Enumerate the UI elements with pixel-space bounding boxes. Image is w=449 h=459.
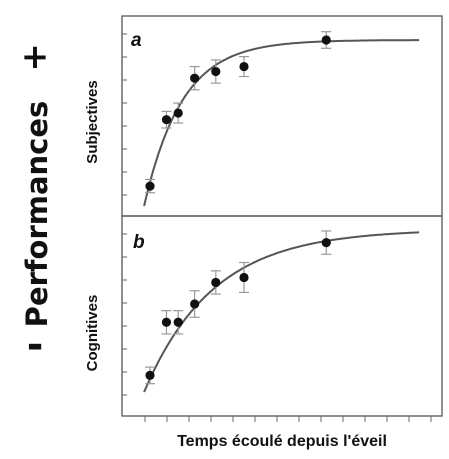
marker	[145, 370, 155, 380]
data-point-a-5	[210, 59, 221, 84]
marker	[239, 61, 249, 72]
performances-label: Performances	[20, 101, 54, 328]
panel-b: b Cognitives	[84, 215, 443, 417]
marker	[211, 277, 221, 288]
marker	[173, 108, 183, 118]
data-point-a-3	[173, 102, 184, 124]
marker	[161, 115, 172, 125]
panel-b-ticks	[122, 233, 127, 396]
panel-a-points	[145, 31, 332, 194]
data-point-a-1	[145, 178, 155, 194]
marker	[161, 317, 172, 327]
marker	[190, 299, 200, 309]
marker	[321, 35, 331, 45]
panel-b-ylabel: Cognitives	[84, 295, 101, 372]
data-point-a-6	[239, 55, 249, 78]
data-point-b-2	[161, 310, 172, 335]
panel-b-letter: b	[133, 232, 145, 253]
data-point-b-3	[173, 310, 184, 335]
data-point-b-1	[145, 366, 155, 385]
data-point-a-4	[189, 65, 200, 91]
panel-a-fit-curve	[143, 39, 420, 207]
panel-a-ticks	[122, 33, 127, 196]
panel-a-letter: a	[131, 30, 142, 51]
panel-a: a Subjectives	[84, 15, 443, 217]
marker	[211, 66, 221, 77]
data-point-a-7	[321, 31, 332, 49]
data-point-a-2	[161, 110, 172, 129]
x-axis-ticks	[144, 416, 432, 422]
marker	[145, 181, 155, 191]
panel-a-frame	[121, 15, 443, 217]
data-point-b-6	[239, 261, 249, 293]
minus-sign: -	[27, 322, 44, 368]
panel-b-points	[145, 230, 332, 385]
data-point-b-4	[189, 290, 200, 318]
x-axis-title: Temps écoulé depuis l'éveil	[177, 433, 387, 450]
data-point-b-5	[210, 270, 221, 295]
data-point-b-7	[321, 230, 332, 255]
panel-a-ylabel: Subjectives	[84, 80, 101, 163]
marker	[173, 317, 183, 327]
marker	[190, 73, 200, 83]
marker	[239, 272, 249, 283]
panel-b-fit-curve	[143, 231, 420, 393]
panel-b-frame	[121, 215, 443, 417]
plus-sign: +	[21, 37, 50, 77]
marker	[321, 238, 331, 248]
